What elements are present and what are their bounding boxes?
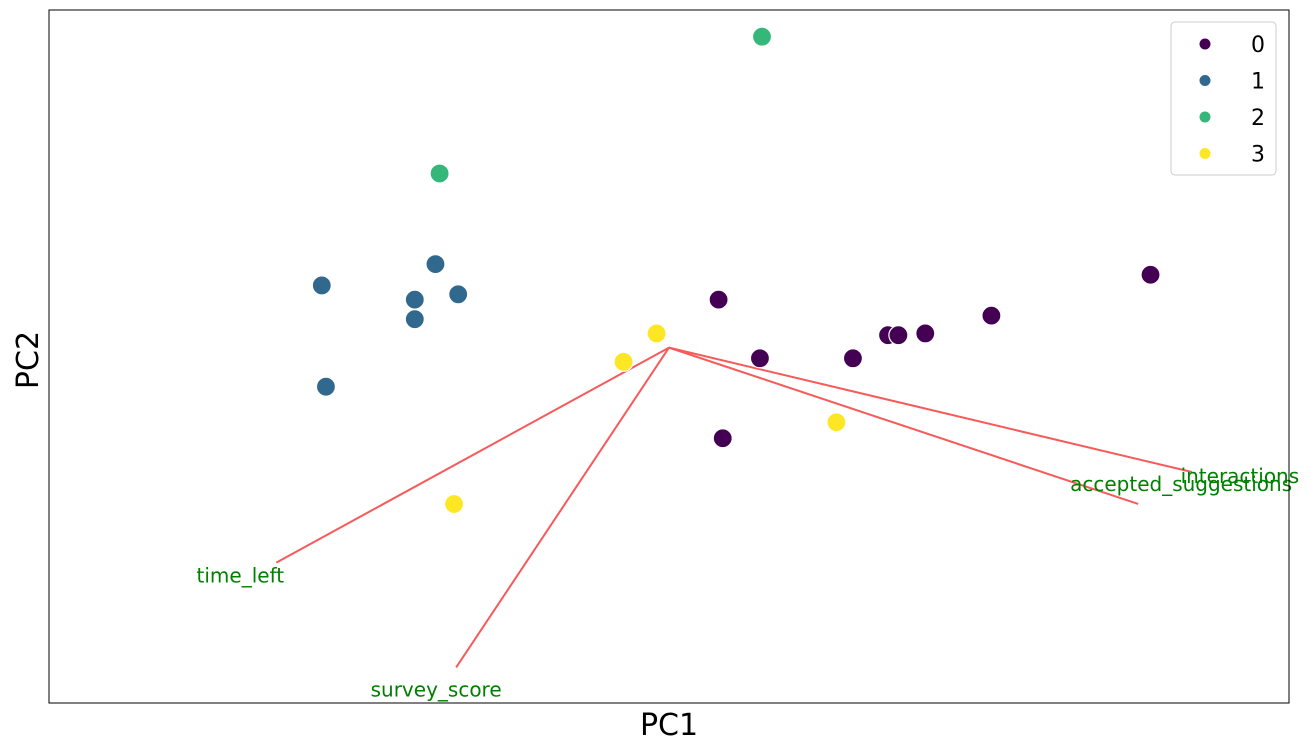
loading-arrow-time_left — [275, 346, 670, 564]
data-point-cluster-0 — [842, 348, 864, 369]
y-axis-title: PC2 — [11, 331, 46, 389]
data-point-cluster-0 — [888, 325, 909, 346]
data-point-cluster-1 — [315, 376, 337, 397]
data-point-cluster-1 — [404, 289, 425, 310]
loading-arrow-survey_score — [455, 347, 670, 669]
legend-box — [1170, 21, 1277, 176]
legend-marker-1 — [1199, 75, 1211, 86]
legend-label-3: 3 — [1251, 143, 1265, 168]
plot-frame — [48, 9, 1290, 704]
loading-label-survey_score: survey_score — [371, 677, 502, 701]
data-point-cluster-0 — [915, 323, 936, 344]
data-point-cluster-1 — [404, 309, 425, 330]
loading-arrow-interactions — [668, 346, 1193, 473]
data-point-cluster-1 — [311, 275, 332, 296]
legend-label-2: 2 — [1251, 106, 1265, 131]
x-axis-title: PC1 — [640, 708, 698, 743]
legend-label-1: 1 — [1251, 70, 1265, 95]
legend-label-0: 0 — [1251, 33, 1265, 58]
data-point-cluster-0 — [1140, 264, 1161, 285]
legend-marker-3 — [1199, 148, 1211, 159]
data-point-cluster-3 — [646, 323, 667, 344]
legend-marker-2 — [1199, 111, 1211, 123]
data-point-cluster-0 — [708, 289, 729, 310]
data-point-cluster-2 — [751, 26, 773, 47]
loading-arrows — [275, 346, 1193, 669]
data-point-cluster-2 — [429, 163, 450, 184]
data-point-cluster-1 — [425, 254, 446, 275]
data-point-cluster-0 — [712, 428, 733, 449]
loading-labels: time_left survey_score accepted_suggestion… — [197, 464, 1300, 701]
loading-label-interactions: interactions — [1181, 464, 1300, 488]
legend-marker-0 — [1199, 38, 1211, 50]
data-point-cluster-3 — [443, 493, 465, 515]
data-points — [311, 26, 1161, 515]
legend: 0 1 2 3 — [1170, 21, 1277, 176]
data-point-cluster-3 — [826, 412, 847, 433]
data-point-cluster-0 — [981, 305, 1002, 326]
loading-label-time_left: time_left — [197, 564, 285, 588]
loading-label-accepted_suggestions: accepted_suggestions — [1070, 472, 1292, 496]
data-point-cluster-1 — [448, 284, 469, 305]
data-point-cluster-0 — [749, 348, 771, 369]
loading-arrow-accepted_suggestions — [668, 346, 1139, 505]
data-point-cluster-3 — [613, 351, 634, 372]
